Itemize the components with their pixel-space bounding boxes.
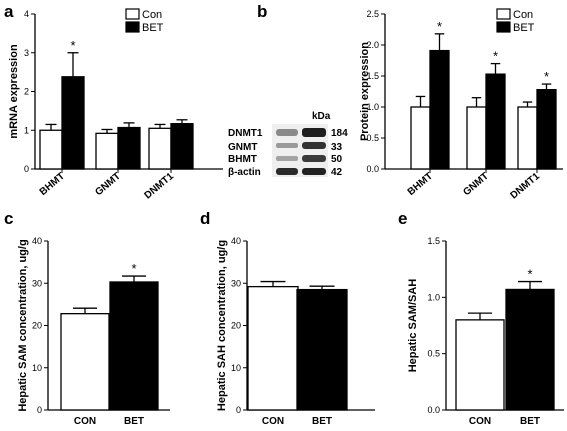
legend-label: Con <box>513 9 533 21</box>
legend-swatch <box>496 21 511 33</box>
y-tick-label: 0 <box>236 405 241 415</box>
bar <box>39 129 63 170</box>
blot-band <box>302 142 326 149</box>
y-tick-label: 0.5 <box>366 133 379 143</box>
y-tick-label: 0.0 <box>366 164 379 174</box>
blot-kda-bhmt: 50 <box>331 154 343 165</box>
bar <box>536 88 557 170</box>
legend-label: Con <box>142 9 162 21</box>
y-tick-label: 10 <box>32 363 42 373</box>
y-tick-label: 0.5 <box>427 349 440 359</box>
y-tick-label: 40 <box>32 236 42 246</box>
significance-marker: * <box>544 69 549 84</box>
y-axis-label: Hepatic SAH concentration, ug/g <box>216 240 228 411</box>
y-tick-label: 1.5 <box>427 236 440 246</box>
legend-swatch <box>125 8 140 20</box>
x-category-label: DNMT1 <box>508 171 542 202</box>
bar <box>148 127 172 170</box>
bar <box>410 106 431 170</box>
x-category-label: GNMT <box>461 171 491 198</box>
bar <box>455 319 505 411</box>
x-category-label: CON <box>469 416 491 427</box>
significance-marker: * <box>527 267 532 282</box>
bar <box>296 288 348 411</box>
blot-band <box>302 128 326 137</box>
blot-label-bactin: β-actin <box>228 167 261 178</box>
y-axis-label: mRNA expression <box>8 44 20 139</box>
legend-swatch <box>496 8 511 20</box>
blot-band <box>302 168 326 175</box>
y-tick-label: 3 <box>24 48 29 58</box>
y-tick-label: 20 <box>32 321 42 331</box>
blot-band <box>276 143 298 148</box>
y-tick-label: 20 <box>231 321 241 331</box>
x-category-label: BHMT <box>406 171 435 198</box>
blot-label-bhmt: BHMT <box>228 154 257 165</box>
significance-marker: * <box>493 49 498 64</box>
panel-label-d: d <box>200 209 210 228</box>
bar <box>505 288 555 411</box>
blot-band <box>276 156 298 161</box>
significance-marker: * <box>70 38 75 53</box>
y-axis-label: Protein expression <box>359 42 371 141</box>
blot-kda-bactin: 42 <box>331 167 343 178</box>
y-tick-label: 1.0 <box>366 102 379 112</box>
y-tick-label: 0 <box>24 164 29 174</box>
bar <box>170 123 194 170</box>
x-category-label: GNMT <box>93 171 123 198</box>
y-tick-label: 30 <box>231 278 241 288</box>
bar <box>485 73 506 170</box>
y-axis-label: Hepatic SAM/SAH <box>407 279 419 373</box>
y-axis-label: Hepatic SAM concentration, ug/g <box>17 239 29 411</box>
y-tick-label: 2.0 <box>366 40 379 50</box>
bar <box>429 49 450 170</box>
y-tick-label: 1.5 <box>366 71 379 81</box>
panel-label-c: c <box>4 209 13 228</box>
bar <box>117 126 141 170</box>
y-tick-label: 4 <box>24 9 29 19</box>
x-category-label: CON <box>262 416 284 427</box>
bar <box>61 76 85 170</box>
y-tick-label: 0.0 <box>427 405 440 415</box>
legend-label: BET <box>513 22 535 34</box>
blot-band <box>276 168 298 175</box>
x-category-label: BET <box>520 416 540 427</box>
blot-unit-header: kDa <box>312 111 331 122</box>
legend-swatch <box>125 21 140 33</box>
panel-label-a: a <box>4 2 14 21</box>
blot-kda-dnmt1: 184 <box>331 128 348 139</box>
bar <box>517 106 538 170</box>
significance-marker: * <box>131 261 136 276</box>
blot-label-dnmt1: DNMT1 <box>228 128 263 139</box>
bar <box>95 132 119 170</box>
y-tick-label: 10 <box>231 363 241 373</box>
bar <box>247 285 299 411</box>
bar <box>60 313 110 411</box>
legend-label: BET <box>142 22 164 34</box>
y-tick-label: 40 <box>231 236 241 246</box>
bar <box>466 106 487 170</box>
y-tick-label: 2 <box>24 87 29 97</box>
x-category-label: BET <box>312 416 332 427</box>
significance-marker: * <box>437 19 442 34</box>
blot-band <box>276 129 298 136</box>
y-tick-label: 1.0 <box>427 292 440 302</box>
bar <box>109 281 159 411</box>
y-tick-label: 0 <box>37 405 42 415</box>
y-tick-label: 1 <box>24 125 29 135</box>
panel-label-e: e <box>398 209 407 228</box>
blot-kda-gnmt: 33 <box>331 142 343 153</box>
blot-band <box>302 155 326 162</box>
x-category-label: CON <box>74 416 96 427</box>
x-category-label: BET <box>124 416 144 427</box>
x-category-label: BHMT <box>38 171 67 198</box>
blot-label-gnmt: GNMT <box>228 142 257 153</box>
western-blot: kDa DNMT1 184 GNMT 33 BHMT 50 β-actin 42 <box>228 111 348 178</box>
y-tick-label: 30 <box>32 278 42 288</box>
panel-label-b: b <box>257 2 267 21</box>
y-tick-label: 2.5 <box>366 9 379 19</box>
x-category-label: DNMT1 <box>142 171 176 202</box>
